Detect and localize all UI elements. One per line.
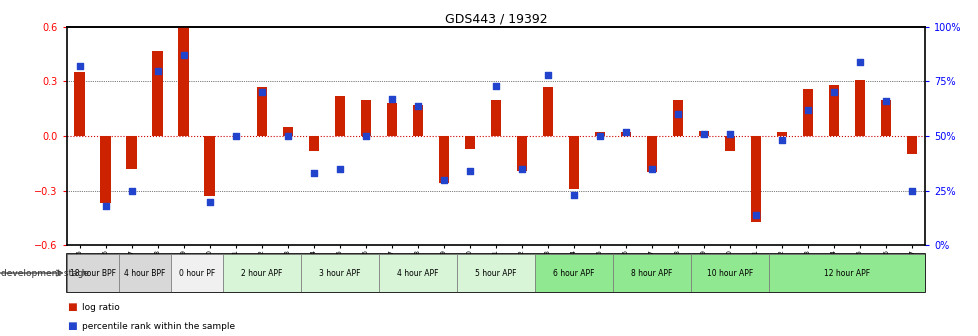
Point xyxy=(852,59,867,65)
Text: 5 hour APF: 5 hour APF xyxy=(474,268,516,278)
Bar xyxy=(334,96,344,136)
Bar xyxy=(769,254,924,292)
Bar xyxy=(204,136,214,196)
Point xyxy=(358,133,374,139)
Text: log ratio: log ratio xyxy=(82,303,120,312)
Bar xyxy=(465,136,474,149)
Point xyxy=(565,192,581,198)
Bar xyxy=(724,136,734,151)
Bar xyxy=(542,87,553,136)
Point xyxy=(695,131,711,136)
Bar xyxy=(646,136,656,172)
Bar xyxy=(777,132,786,136)
Point xyxy=(722,131,737,136)
Title: GDS443 / 19392: GDS443 / 19392 xyxy=(444,13,547,26)
Point xyxy=(487,83,503,88)
Bar xyxy=(412,105,422,136)
Point xyxy=(71,64,87,69)
Bar xyxy=(360,100,371,136)
Point xyxy=(644,166,659,171)
Point xyxy=(201,199,217,204)
Bar xyxy=(612,254,690,292)
Point xyxy=(332,166,347,171)
Text: ■: ■ xyxy=(67,302,76,312)
Bar xyxy=(74,72,85,136)
Point xyxy=(825,90,841,95)
Point xyxy=(799,107,815,113)
Bar xyxy=(854,80,865,136)
Text: 12 hour APF: 12 hour APF xyxy=(823,268,869,278)
Bar xyxy=(828,85,838,136)
Text: 18 hour BPF: 18 hour BPF xyxy=(69,268,115,278)
Text: 10 hour APF: 10 hour APF xyxy=(706,268,752,278)
Bar xyxy=(438,136,449,183)
Bar xyxy=(750,136,761,222)
Point xyxy=(435,177,451,182)
Point xyxy=(383,96,399,101)
Bar xyxy=(594,132,604,136)
Bar xyxy=(534,254,612,292)
Bar xyxy=(153,50,162,136)
Bar xyxy=(256,87,267,136)
Point xyxy=(904,188,919,194)
Point xyxy=(540,72,556,78)
Bar xyxy=(698,131,708,136)
Bar xyxy=(880,100,890,136)
Point xyxy=(592,133,607,139)
Bar xyxy=(457,254,534,292)
Point xyxy=(98,203,113,209)
Bar xyxy=(118,254,170,292)
Point xyxy=(228,133,244,139)
Text: 8 hour APF: 8 hour APF xyxy=(631,268,672,278)
Bar xyxy=(126,136,137,169)
Bar xyxy=(222,254,300,292)
Bar xyxy=(672,100,683,136)
Bar xyxy=(690,254,769,292)
Bar xyxy=(516,136,526,171)
Bar xyxy=(386,103,397,136)
Point xyxy=(747,212,763,217)
Bar xyxy=(67,254,118,292)
Point xyxy=(877,98,893,104)
Point xyxy=(280,133,295,139)
Bar xyxy=(308,136,319,151)
Point xyxy=(123,188,139,194)
Bar xyxy=(178,25,189,136)
Point xyxy=(305,171,321,176)
Point xyxy=(513,166,529,171)
Bar xyxy=(620,132,631,136)
Text: ■: ■ xyxy=(67,321,76,331)
Bar xyxy=(170,254,222,292)
Point xyxy=(670,112,686,117)
Bar xyxy=(490,100,501,136)
Point xyxy=(176,52,192,58)
Point xyxy=(617,129,633,134)
Text: 6 hour APF: 6 hour APF xyxy=(553,268,594,278)
Bar xyxy=(378,254,457,292)
Text: 2 hour APF: 2 hour APF xyxy=(241,268,282,278)
Text: 4 hour APF: 4 hour APF xyxy=(397,268,438,278)
Text: 4 hour BPF: 4 hour BPF xyxy=(124,268,165,278)
Point xyxy=(774,138,789,143)
Bar xyxy=(568,136,579,189)
Text: development stage: development stage xyxy=(1,268,89,278)
Bar xyxy=(906,136,916,154)
Point xyxy=(150,68,165,73)
Bar xyxy=(101,136,111,203)
Text: percentile rank within the sample: percentile rank within the sample xyxy=(82,322,235,331)
Bar xyxy=(283,127,292,136)
Point xyxy=(410,103,425,108)
Bar xyxy=(300,254,378,292)
Point xyxy=(253,90,269,95)
Bar xyxy=(802,89,813,136)
Text: 3 hour APF: 3 hour APF xyxy=(319,268,360,278)
Point xyxy=(462,168,477,174)
Text: 0 hour PF: 0 hour PF xyxy=(178,268,214,278)
